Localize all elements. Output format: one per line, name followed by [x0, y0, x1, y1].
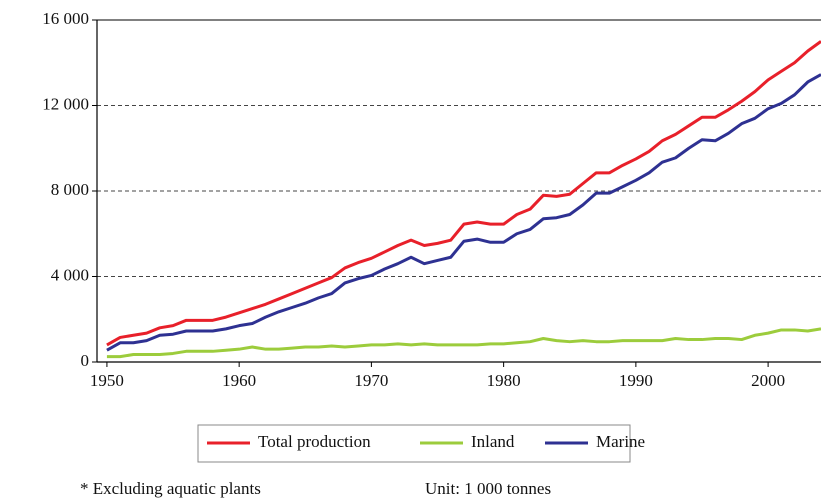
x-tick-label: 1980	[487, 371, 521, 390]
y-tick-label: 8 000	[51, 180, 89, 199]
series-line	[106, 327, 821, 359]
unit-note: Unit: 1 000 tonnes	[425, 479, 551, 498]
y-tick-label: 4 000	[51, 265, 89, 284]
x-tick-label: 1960	[222, 371, 256, 390]
y-tick-label: 16 000	[42, 9, 89, 28]
x-tick-label: 2000	[751, 371, 785, 390]
x-tick-label: 1950	[90, 371, 124, 390]
series-line	[106, 73, 821, 352]
legend-label: Inland	[471, 432, 515, 451]
x-tick-label: 1990	[619, 371, 653, 390]
series-line	[106, 40, 821, 347]
x-tick-label: 1970	[354, 371, 388, 390]
y-tick-label: 0	[81, 351, 90, 370]
footnote: * Excluding aquatic plants	[80, 479, 261, 498]
legend-label: Marine	[596, 432, 645, 451]
y-tick-label: 12 000	[42, 94, 89, 113]
legend-label: Total production	[258, 432, 371, 451]
